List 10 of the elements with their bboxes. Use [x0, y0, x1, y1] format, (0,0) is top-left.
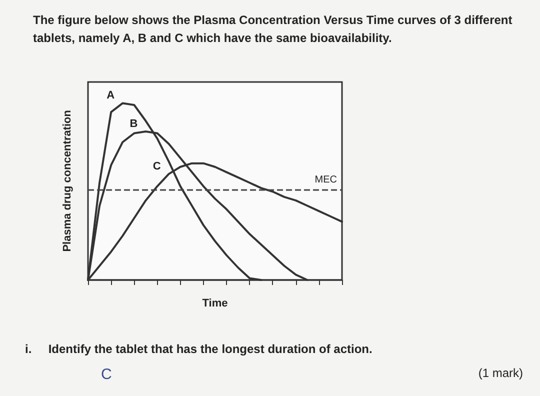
y-axis-title: Plasma drug concentration — [62, 110, 74, 252]
text: i. Identify the tablet that has the longest duration of action. — [25, 342, 372, 356]
x-axis-title: Time — [202, 298, 228, 310]
chart-title: The figure below shows the Plasma Concentration Versus Time curves of 3 different tablets, namely A, B and C which have the same bioavailability. — [33, 13, 516, 45]
text: C — [101, 366, 112, 383]
ref-line-label: MEC — [314, 174, 337, 186]
text: (1 mark) — [478, 366, 524, 380]
series-label: A — [106, 90, 115, 102]
series-label: C — [152, 160, 161, 172]
series-label: B — [130, 118, 138, 130]
